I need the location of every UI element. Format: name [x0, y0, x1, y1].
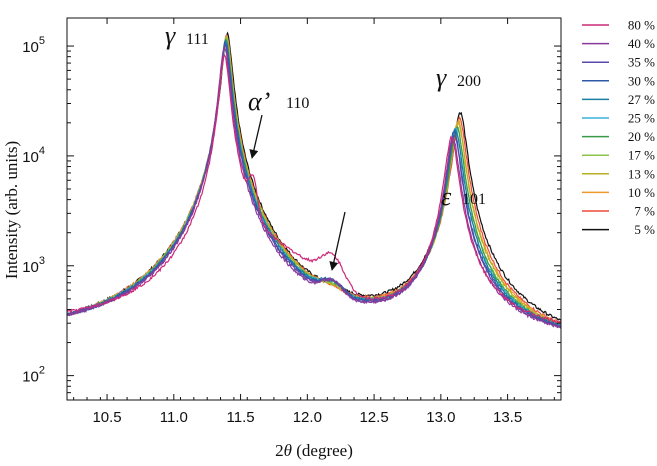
peak-annotations: γ 111 α’ 110 ε 101 γ 200 [165, 21, 486, 271]
y-tick-label: 103 [22, 255, 45, 276]
x-tick-label: 13.0 [426, 409, 455, 426]
annotation-symbol: γ [165, 21, 176, 50]
plot-frame [66, 17, 562, 401]
annotation-symbol: γ [436, 63, 447, 92]
series-line [67, 41, 561, 329]
y-tick-label: 105 [22, 35, 45, 56]
annotation-arrow [249, 114, 263, 159]
series-line [67, 44, 561, 329]
y-tick-label: 104 [22, 145, 45, 166]
x-tick-label: 11.5 [227, 409, 255, 426]
legend-label: 27 % [628, 92, 655, 107]
x-tick-label: 12.5 [359, 409, 388, 426]
annotation-index: 200 [457, 73, 481, 90]
x-tick-label: 11.0 [160, 409, 188, 426]
legend-label: 10 % [628, 185, 655, 200]
legend-label: 80 % [628, 18, 655, 33]
y-axis-ticks: 102 103 104 105 [22, 35, 561, 394]
annotation-arrow [329, 211, 346, 271]
legend-label: 5 % [634, 222, 655, 237]
y-axis-title: Intensity (arb. units) [2, 141, 21, 279]
series-line [67, 33, 561, 325]
x-tick-label: 12.0 [293, 409, 322, 426]
x-axis-title: 2θ (degree) [275, 441, 353, 460]
legend: 80 % 40 % 35 % 30 % 27 % 25 % 20 % 17 % 13 % 10 %… [582, 18, 655, 237]
x-axis-ticks: 10.5 11.0 11.5 12.0 12.5 13.0 13.5 [73, 18, 555, 426]
series-line [67, 54, 561, 324]
legend-label: 40 % [628, 36, 655, 51]
annotation-index: 110 [286, 95, 309, 112]
legend-label: 20 % [628, 129, 655, 144]
legend-label: 17 % [628, 148, 655, 163]
x-tick-label: 13.5 [493, 409, 522, 426]
legend-label: 25 % [628, 111, 655, 126]
annotation-symbol: α’ [248, 87, 270, 116]
x-tick-label: 10.5 [92, 409, 121, 426]
annotation-symbol: ε [441, 182, 452, 211]
annotation-index: 101 [462, 191, 486, 208]
y-tick-label: 102 [22, 365, 45, 386]
annotation-index: 111 [186, 31, 209, 48]
legend-label: 30 % [628, 73, 655, 88]
legend-label: 13 % [628, 166, 655, 181]
curves-group [67, 31, 561, 329]
legend-label: 35 % [628, 55, 655, 70]
legend-label: 7 % [634, 204, 655, 219]
